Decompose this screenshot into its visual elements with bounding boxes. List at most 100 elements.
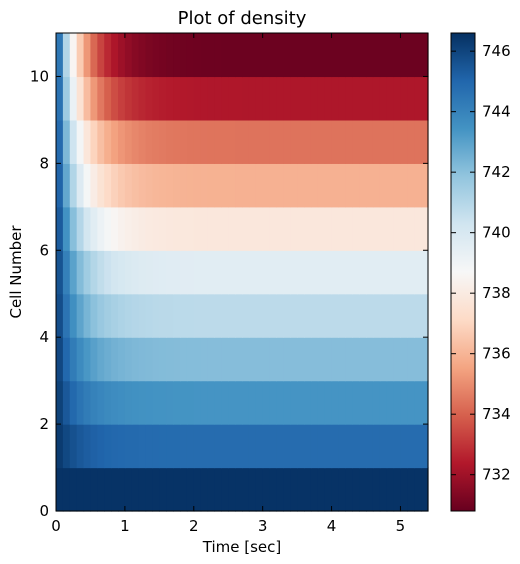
heatmap-cell: [338, 76, 346, 121]
heatmap-cell: [297, 76, 305, 121]
heatmap-cell: [131, 119, 140, 164]
heatmap-cell: [118, 424, 126, 469]
heatmap-cell: [235, 206, 243, 251]
heatmap-cell: [131, 206, 140, 251]
heatmap-cell: [83, 293, 92, 338]
heatmap-cell: [138, 33, 147, 78]
heatmap-cell: [421, 33, 429, 78]
heatmap-cell: [290, 119, 298, 164]
chart-title: Plot of density: [178, 8, 307, 29]
heatmap-cell: [414, 424, 422, 469]
heatmap-cell: [414, 250, 422, 295]
heatmap-cell: [421, 76, 429, 121]
heatmap-cell: [90, 250, 98, 295]
heatmap-cell: [255, 293, 264, 338]
heatmap-cell: [111, 163, 119, 208]
heatmap-cell: [138, 76, 147, 121]
heatmap-cell: [338, 424, 346, 469]
heatmap-cell: [166, 424, 174, 469]
heatmap-cell: [248, 119, 257, 164]
heatmap-cell: [310, 424, 319, 469]
y-axis-label: Cell Number: [7, 225, 25, 319]
heatmap-cell: [83, 424, 92, 469]
heatmap-cell: [242, 380, 250, 425]
heatmap-cell: [414, 76, 422, 121]
heatmap-cell: [145, 293, 154, 338]
heatmap-cell: [138, 119, 147, 164]
heatmap-cell: [283, 119, 291, 164]
heatmap-cell: [338, 119, 346, 164]
heatmap-cell: [262, 380, 271, 425]
heatmap-cell: [242, 337, 250, 382]
heatmap-cell: [269, 206, 278, 251]
heatmap-cell: [124, 163, 133, 208]
heatmap-cell: [221, 337, 229, 382]
heatmap-cell: [255, 206, 264, 251]
heatmap-cell: [393, 424, 402, 469]
heatmap-cell: [76, 293, 85, 338]
heatmap-cell: [118, 76, 126, 121]
heatmap-cell: [207, 293, 216, 338]
heatmap-cell: [331, 206, 340, 251]
heatmap-cell: [62, 424, 71, 469]
y-axis: 0 2 4 6 8 10: [30, 67, 428, 520]
colorbar-tick-label: 742: [482, 163, 511, 181]
heatmap-cell: [166, 380, 174, 425]
heatmap-cell: [290, 293, 298, 338]
heatmap-cell: [145, 119, 154, 164]
heatmap-cell: [193, 33, 202, 78]
heatmap-cell: [359, 293, 367, 338]
heatmap-cell: [56, 119, 64, 164]
heatmap-cell: [131, 467, 140, 512]
heatmap-cell: [235, 293, 243, 338]
heatmap-cell: [345, 424, 353, 469]
heatmap-cell: [379, 76, 388, 121]
heatmap-cell: [173, 250, 181, 295]
heatmap-cell: [69, 163, 78, 208]
heatmap-cell: [290, 424, 298, 469]
heatmap-cell: [248, 380, 257, 425]
heatmap-cell: [310, 467, 319, 512]
heatmap-cell: [297, 424, 305, 469]
heatmap-cell: [214, 33, 222, 78]
heatmap-cell: [56, 467, 64, 512]
heatmap-cell: [221, 293, 229, 338]
heatmap-cell: [372, 293, 381, 338]
heatmap-cell: [97, 380, 105, 425]
heatmap-cell: [352, 119, 360, 164]
heatmap-cell: [235, 163, 243, 208]
heatmap-cell: [414, 206, 422, 251]
heatmap-cell: [255, 33, 264, 78]
heatmap-cell: [180, 293, 188, 338]
heatmap-cell: [276, 424, 284, 469]
heatmap-cell: [200, 467, 209, 512]
heatmap-cell: [372, 250, 381, 295]
heatmap-cell: [118, 380, 126, 425]
heatmap-cell: [338, 163, 346, 208]
heatmap-cell: [104, 119, 112, 164]
heatmap-cell: [90, 119, 98, 164]
heatmap-cell: [62, 380, 71, 425]
heatmap-cell: [138, 163, 147, 208]
heatmap-cell: [304, 293, 312, 338]
heatmap-cell: [421, 380, 429, 425]
heatmap-cell: [290, 33, 298, 78]
y-tick-label: 2: [39, 415, 49, 433]
heatmap-cell: [111, 337, 119, 382]
heatmap-cell: [124, 33, 133, 78]
heatmap-cell: [104, 250, 112, 295]
heatmap-cell: [262, 467, 271, 512]
heatmap-cell: [255, 250, 264, 295]
heatmap-cell: [104, 424, 112, 469]
heatmap-cell: [297, 250, 305, 295]
heatmap-cell: [69, 424, 78, 469]
heatmap-cell: [407, 293, 415, 338]
heatmap-cell: [90, 293, 98, 338]
heatmap-cell: [242, 206, 250, 251]
colorbar-tick-label: 732: [482, 466, 511, 484]
heatmap-cell: [379, 380, 388, 425]
heatmap-cell: [131, 337, 140, 382]
heatmap-cell: [366, 119, 374, 164]
heatmap-cell: [200, 119, 209, 164]
